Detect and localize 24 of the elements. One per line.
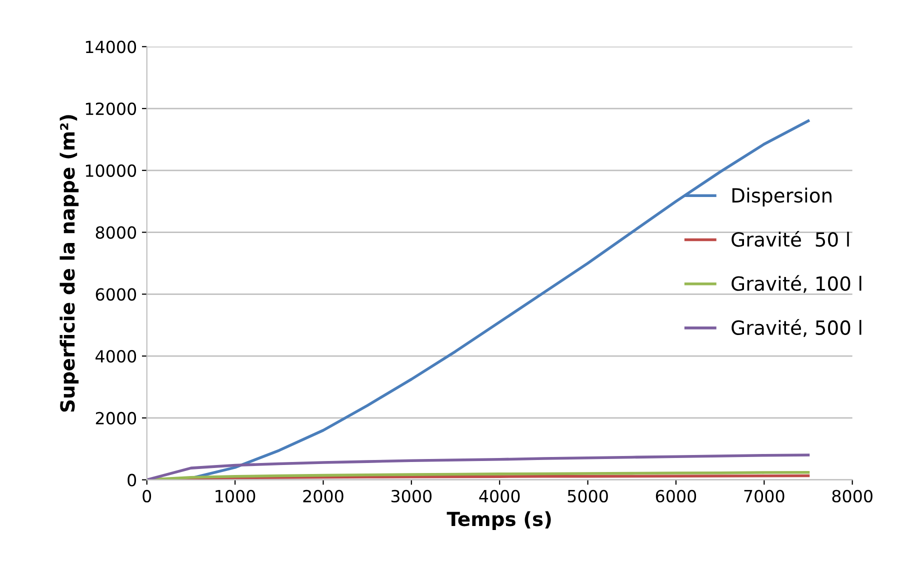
line-series [146, 454, 810, 480]
y-tick-label: 14000 [86, 40, 136, 54]
y-tick-label: 0 [128, 474, 136, 486]
y-tick-label: 8000 [96, 226, 136, 239]
y-tick-label: 4000 [96, 350, 136, 363]
x-tick-label: 8000 [832, 490, 872, 502]
y-tick-label: 6000 [96, 288, 136, 301]
x-tick-label: 2000 [303, 490, 344, 502]
x-axis-title: Temps (s) [446, 511, 551, 530]
y-tick-label: 12000 [86, 102, 136, 116]
x-tick-label: 6000 [656, 490, 696, 502]
x-tick-label: 0 [142, 490, 152, 502]
legend-label: Gravité, 500 l [732, 319, 862, 337]
x-tick-label: 1000 [216, 490, 256, 502]
x-tick-label: 3000 [391, 490, 432, 502]
x-tick-label: 7000 [744, 490, 784, 502]
y-axis-title: Superficie de la nappe (m²) [60, 115, 79, 412]
y-tick-label: 10000 [86, 164, 136, 177]
legend-label: Gravité 50 l [732, 230, 849, 247]
x-tick-label: 5000 [568, 490, 608, 502]
y-tick-label: 2000 [96, 412, 136, 424]
legend-label: Gravité, 100 l [732, 275, 862, 293]
legend-label: Dispersion [732, 188, 832, 206]
x-tick-label: 4000 [479, 490, 520, 502]
